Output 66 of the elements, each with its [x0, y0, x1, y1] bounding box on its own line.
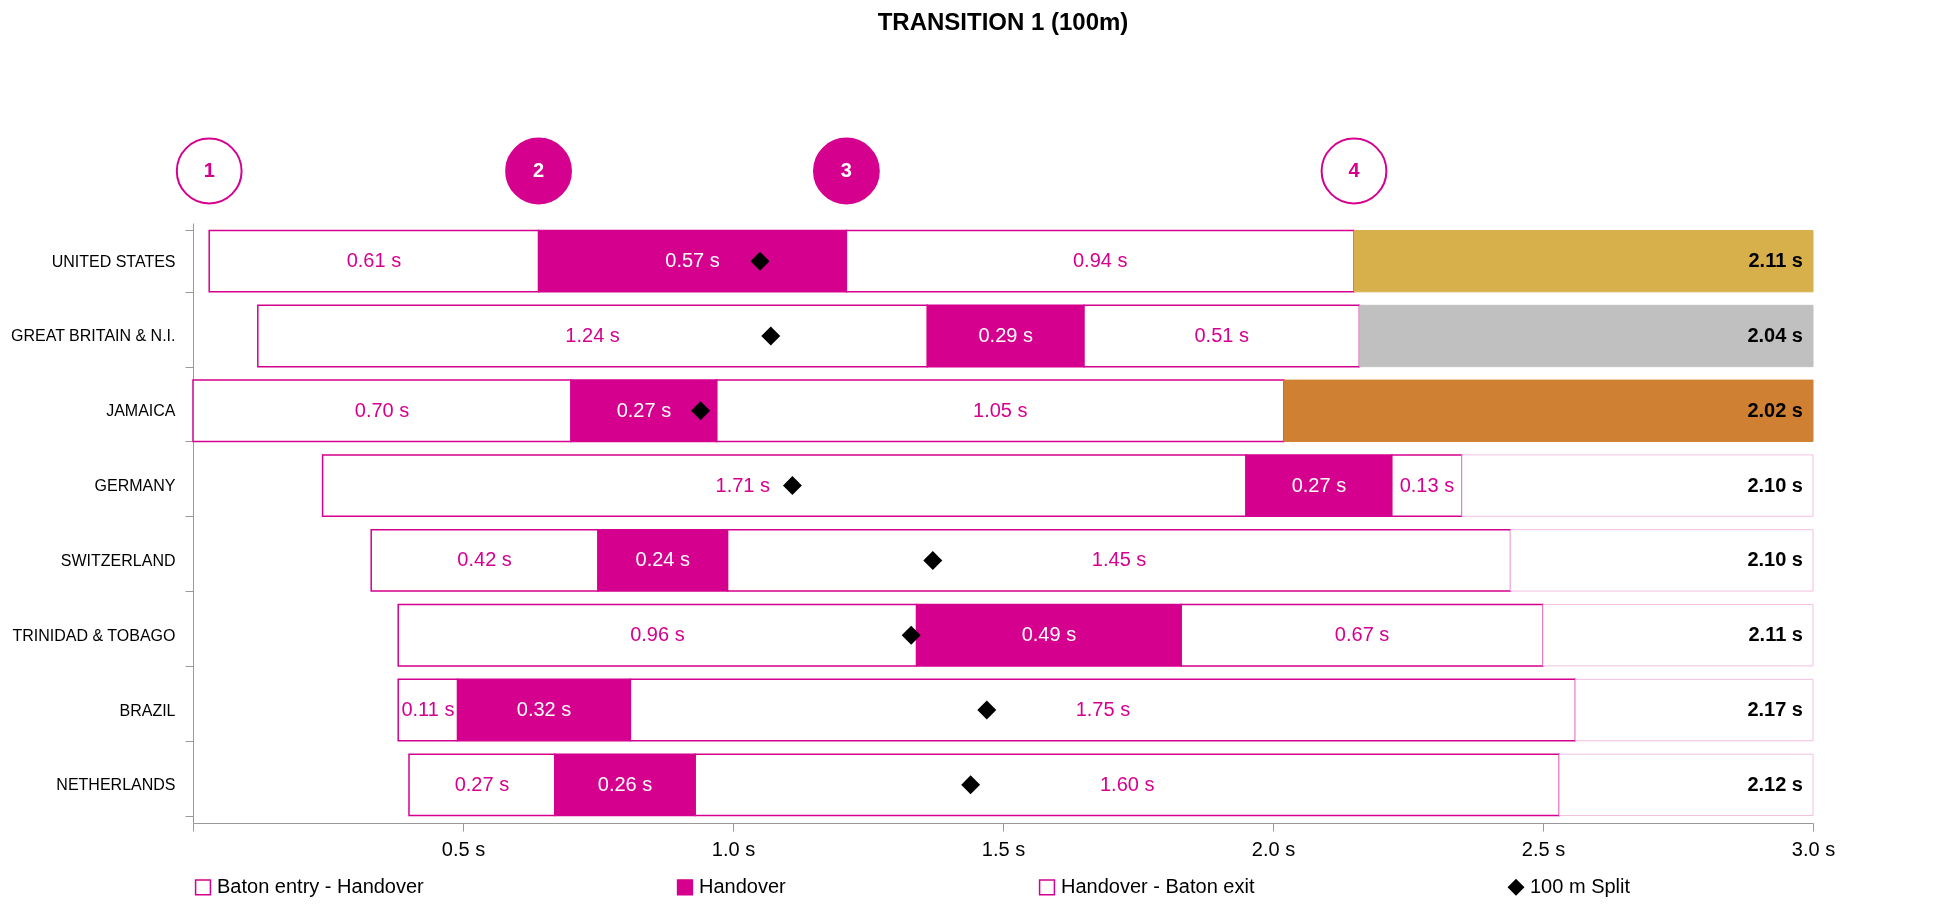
x-tick-label: 3.0 s: [1791, 837, 1836, 860]
annotation: 2.17 s: [1747, 698, 1803, 721]
data-label: 1.75 s: [1075, 698, 1131, 721]
text: 2: [533, 159, 545, 181]
data-label: 0.57 s: [665, 249, 720, 272]
x-tick-label: 1.5 s: [981, 837, 1026, 860]
legend-label: Baton entry - Handover: [217, 875, 425, 898]
bar: [1353, 229, 1814, 293]
data-label: 0.61 s: [346, 249, 402, 272]
point: [761, 326, 780, 346]
y-tick-label: GREAT BRITAIN & N.I.: [11, 327, 176, 345]
y-tick-label: NETHERLANDS: [56, 776, 176, 794]
data-label: 0.32 s: [516, 698, 572, 721]
bar: [1358, 304, 1814, 368]
legend-label: Handover - Baton exit: [1061, 875, 1255, 898]
data-label: 0.70 s: [354, 398, 410, 421]
y-tick-label: TRINIDAD & TOBAGO: [12, 626, 176, 644]
y-tick-label: JAMAICA: [106, 402, 176, 420]
data-label: 0.96 s: [630, 623, 685, 646]
point: [923, 551, 942, 570]
data-label: 0.26 s: [597, 772, 653, 795]
data-label: 0.24 s: [635, 548, 691, 571]
data-label: 0.27 s: [454, 772, 510, 795]
annotation: 2.04 s: [1747, 323, 1803, 346]
chart-title: TRANSITION 1 (100m): [877, 7, 1129, 35]
data-label: 0.11 s: [401, 698, 455, 721]
point: [902, 626, 921, 645]
point: [977, 700, 996, 720]
data-label: 0.27 s: [616, 398, 672, 421]
annotation: 2.11 s: [1748, 249, 1803, 272]
data-label: 0.49 s: [1021, 623, 1077, 646]
annotation: 2.10 s: [1747, 473, 1803, 496]
data-label: 0.51 s: [1194, 323, 1249, 346]
bar: [1283, 379, 1814, 442]
text: 4: [1348, 159, 1361, 181]
x-tick-label: 2.0 s: [1251, 837, 1296, 860]
x-tick-label: 1.0 s: [711, 837, 756, 860]
x-tick-label: 2.5 s: [1521, 837, 1566, 860]
y-tick-label: GERMANY: [94, 477, 176, 495]
data-label: 1.24 s: [565, 323, 620, 346]
annotation: 2.11 s: [1748, 623, 1803, 646]
data-label: 0.13 s: [1399, 473, 1455, 496]
data-label: 1.05 s: [973, 398, 1028, 421]
data-label: 1.60 s: [1099, 772, 1155, 795]
data-label: 1.71 s: [715, 473, 771, 496]
legend-label: 100 m Split: [1530, 875, 1631, 898]
point: [961, 775, 980, 794]
annotation: 2.10 s: [1747, 548, 1803, 571]
annotation: 2.12 s: [1747, 772, 1803, 795]
data-label: 1.45 s: [1091, 548, 1147, 571]
x-tick-label: 0.5 s: [441, 837, 486, 860]
data-label: 0.27 s: [1291, 473, 1347, 496]
y-tick-label: UNITED STATES: [51, 252, 176, 270]
annotation: 2.02 s: [1747, 398, 1803, 421]
data-label: 0.29 s: [978, 323, 1033, 346]
legend-label: Handover: [699, 875, 787, 898]
data-label: 0.42 s: [457, 548, 512, 571]
data-label: 0.67 s: [1334, 623, 1390, 646]
point: [750, 252, 770, 271]
point: [783, 476, 802, 495]
text: 3: [840, 159, 852, 181]
text: 1: [203, 159, 215, 181]
data-label: 0.94 s: [1072, 249, 1128, 272]
y-tick-label: SWITZERLAND: [60, 551, 176, 569]
point: [691, 401, 710, 420]
y-tick-label: BRAZIL: [119, 701, 176, 719]
